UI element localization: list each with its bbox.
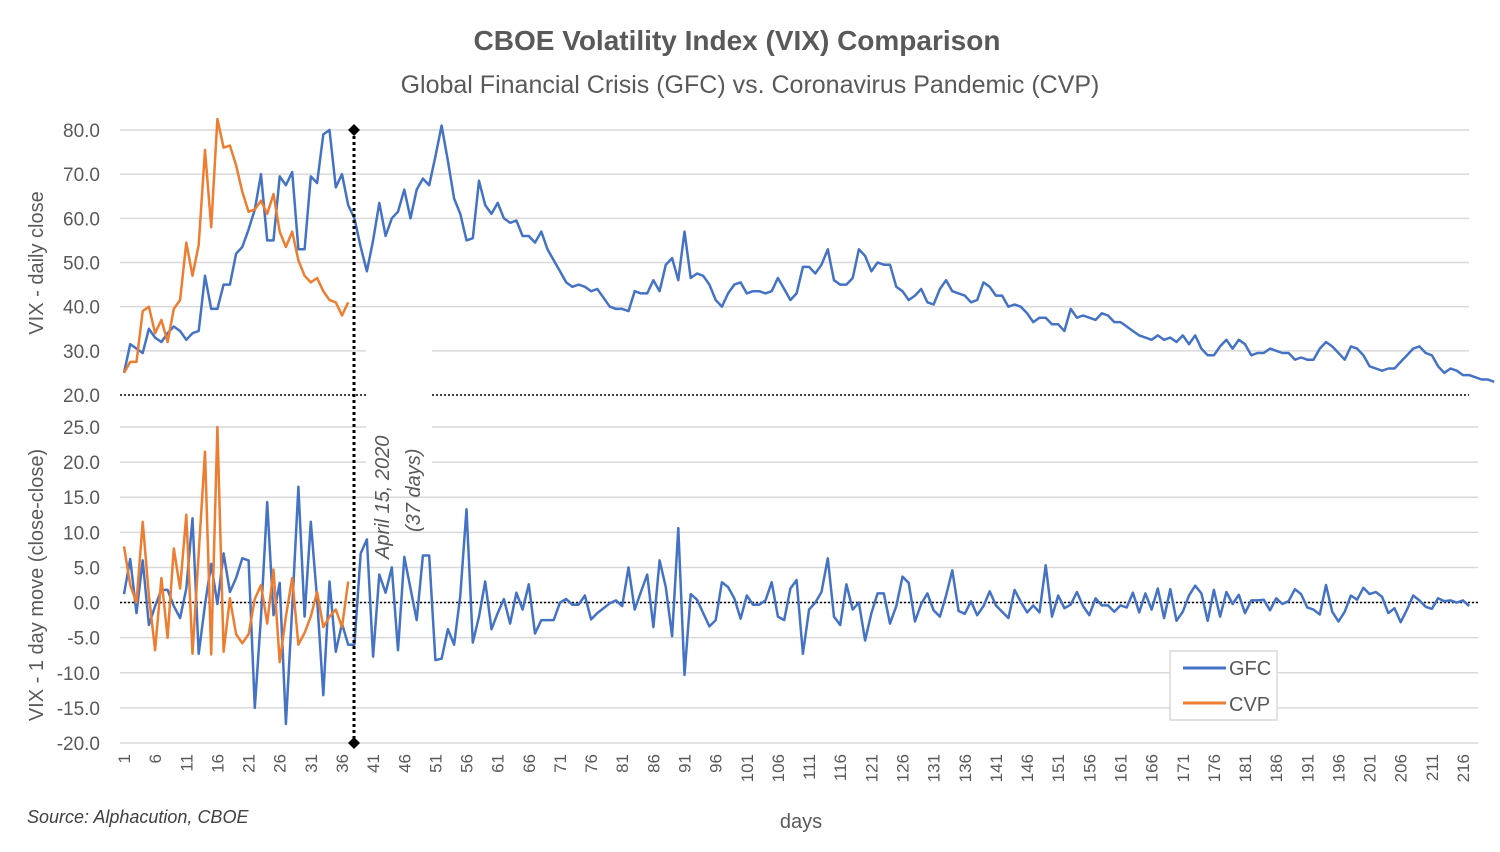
x-tick-label: 51 [426, 754, 445, 773]
bottom-y-tick-label: 25.0 [63, 418, 100, 439]
x-tick-label: 166 [1143, 754, 1162, 782]
chart-subtitle: Global Financial Crisis (GFC) vs. Corona… [401, 71, 1100, 99]
x-tick-label: 56 [458, 754, 477, 773]
x-tick-label: 111 [800, 754, 819, 780]
x-axis-ticks: 1 6 11 16 21 26 31 36 41 46 51 56 61 66 71 76 81 86 91 96 10… [115, 754, 1473, 782]
x-tick-label: 6 [146, 754, 165, 763]
x-tick-label: 61 [489, 754, 508, 773]
x-tick-label: 191 [1298, 754, 1317, 782]
top-y-tick-label: 20.0 [63, 386, 100, 407]
x-tick-label: 41 [364, 754, 383, 773]
top-y-tick-label: 40.0 [63, 298, 100, 319]
x-tick-label: 211 [1423, 754, 1442, 781]
x-tick-label: 146 [1018, 754, 1037, 782]
x-tick-label: 66 [520, 754, 539, 773]
bottom-y-tick-label: -20.0 [57, 734, 100, 755]
series-layer [122, 117, 1495, 726]
x-tick-label: 31 [302, 754, 321, 773]
top-panel-gridlines [120, 129, 1469, 396]
bottom-y-tick-label: 10.0 [63, 523, 100, 544]
x-tick-label: 26 [271, 754, 290, 773]
x-tick-label: 71 [551, 754, 570, 773]
x-tick-label: 186 [1267, 754, 1286, 782]
top-y-tick-label: 80.0 [63, 121, 100, 142]
x-tick-label: 161 [1111, 754, 1130, 782]
bottom-gfc-line [122, 485, 1471, 726]
top-y-tick-label: 60.0 [63, 209, 100, 230]
x-tick-label: 101 [738, 754, 757, 782]
bottom-y-tick-label: 0.0 [74, 594, 100, 615]
legend-box [1169, 650, 1278, 721]
marker-diamond-bottom [348, 737, 360, 749]
x-tick-label: 11 [177, 754, 196, 772]
x-tick-label: 206 [1392, 754, 1411, 782]
chart-title: CBOE Volatility Index (VIX) Comparison [474, 25, 1001, 56]
top-y-tick-label: 70.0 [63, 165, 100, 186]
x-tick-label: 216 [1454, 754, 1473, 782]
x-tick-label: 16 [208, 754, 227, 773]
x-tick-label: 116 [831, 754, 850, 781]
legend-cvp-label: CVP [1229, 694, 1270, 716]
source-note: Source: Alphacution, CBOE [27, 807, 249, 827]
bottom-y-tick-label: 20.0 [63, 453, 100, 474]
top-y-tick-label: 30.0 [63, 342, 100, 363]
x-tick-label: 86 [644, 754, 663, 773]
april-15-marker [348, 124, 432, 749]
bottom-panel-y-ticks: -20.0 -15.0 -10.0 -5.0 0.0 5.0 10.0 15.0 20.0 25.… [57, 418, 100, 755]
x-tick-label: 1 [115, 754, 134, 763]
x-tick-label: 136 [956, 754, 975, 782]
x-tick-label: 131 [925, 754, 944, 782]
top-y-tick-label: 50.0 [63, 254, 100, 275]
top-cvp-line [122, 117, 350, 374]
x-tick-label: 171 [1174, 754, 1193, 782]
legend-gfc-label: GFC [1229, 658, 1271, 680]
x-tick-label: 156 [1080, 754, 1099, 782]
x-tick-label: 141 [987, 754, 1006, 782]
top-panel-y-ticks: 20.0 30.0 40.0 50.0 60.0 70.0 80.0 [63, 121, 100, 407]
x-tick-label: 96 [707, 754, 726, 773]
x-tick-label: 196 [1329, 754, 1348, 782]
x-tick-label: 106 [769, 754, 788, 782]
bottom-y-tick-label: 15.0 [63, 488, 100, 509]
x-tick-label: 21 [240, 754, 259, 773]
x-tick-label: 126 [894, 754, 913, 782]
bottom-cvp-line [122, 425, 350, 664]
marker-diamond-top [348, 124, 360, 136]
x-tick-label: 201 [1361, 754, 1380, 782]
bottom-y-tick-label: -5.0 [67, 629, 100, 650]
bottom-y-tick-label: -10.0 [57, 664, 100, 685]
x-tick-label: 181 [1236, 754, 1255, 782]
bottom-y-tick-label: 5.0 [74, 558, 100, 579]
annotation-background [366, 318, 432, 476]
x-tick-label: 81 [613, 754, 632, 773]
top-y-axis-label: VIX - daily close [26, 191, 48, 334]
bottom-y-tick-label: -15.0 [57, 699, 100, 720]
x-tick-label: 121 [862, 754, 881, 782]
top-gfc-line [122, 124, 1495, 383]
annotation-days: (37 days) [403, 449, 425, 532]
x-tick-label: 46 [395, 754, 414, 773]
x-tick-label: 176 [1205, 754, 1224, 782]
legend: GFC CVP [1169, 650, 1278, 721]
bottom-y-axis-label: VIX - 1 day move (close-close) [26, 449, 48, 721]
x-tick-label: 91 [676, 754, 695, 773]
x-axis-label: days [780, 811, 822, 833]
x-tick-label: 76 [582, 754, 601, 773]
x-tick-label: 151 [1049, 754, 1068, 782]
x-tick-label: 36 [333, 754, 352, 773]
annotation-date: April 15, 2020 [372, 436, 394, 560]
